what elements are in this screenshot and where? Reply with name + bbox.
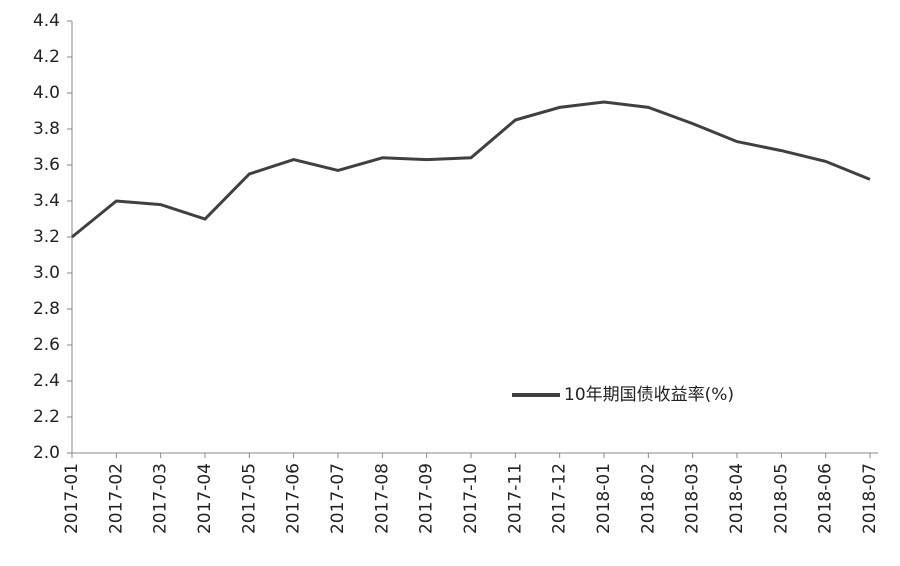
x-tick-label: 2018-02 <box>638 463 658 534</box>
x-tick-label: 2017-02 <box>106 463 126 534</box>
x-tick-label: 2018-06 <box>816 463 836 534</box>
x-tick-label: 2018-01 <box>594 463 614 534</box>
y-tick-label: 3.0 <box>33 263 60 283</box>
x-tick-label: 2017-03 <box>151 463 171 534</box>
y-tick-label: 2.8 <box>33 299 60 319</box>
x-tick-label: 2018-04 <box>727 463 747 534</box>
x-tick-label: 2017-12 <box>550 463 570 534</box>
x-tick-label: 2017-09 <box>417 463 437 534</box>
y-tick-label: 4.2 <box>33 47 60 67</box>
y-tick-label: 2.0 <box>33 443 60 463</box>
y-tick-label: 4.4 <box>33 11 60 31</box>
legend-label: 10年期国债收益率(%) <box>564 385 734 405</box>
x-tick-label: 2017-01 <box>62 463 82 534</box>
y-tick-label: 3.2 <box>33 227 60 247</box>
y-tick-label: 4.0 <box>33 83 60 103</box>
x-tick-label: 2018-05 <box>771 463 791 534</box>
line-series <box>71 100 871 239</box>
y-tick-label: 3.8 <box>33 119 60 139</box>
y-tick-label: 2.4 <box>33 371 60 391</box>
x-tick-label: 2018-07 <box>860 463 880 534</box>
x-tick-label: 2017-04 <box>195 463 215 534</box>
x-tick-label: 2017-07 <box>328 463 348 534</box>
x-tick-label: 2017-08 <box>372 463 392 534</box>
x-tick-label: 2017-11 <box>505 463 525 534</box>
x-tick-label: 2017-10 <box>461 463 481 534</box>
y-tick-label: 3.6 <box>33 155 60 175</box>
x-tick-label: 2017-06 <box>284 463 304 534</box>
x-tick-label: 2017-05 <box>239 463 259 534</box>
y-tick-label: 3.4 <box>33 191 60 211</box>
y-tick-label: 2.6 <box>33 335 60 355</box>
y-tick-label: 2.2 <box>33 407 60 427</box>
x-tick-label: 2018-03 <box>683 463 703 534</box>
